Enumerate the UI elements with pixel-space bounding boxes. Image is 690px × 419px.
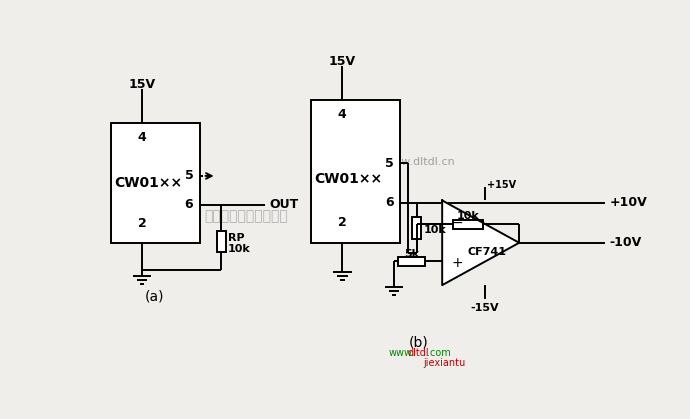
Text: 5k: 5k [404, 249, 419, 259]
Text: 2: 2 [338, 216, 346, 229]
Text: +10V: +10V [609, 197, 647, 210]
Text: (a): (a) [145, 290, 165, 304]
Text: OUT: OUT [269, 198, 298, 211]
Text: -10V: -10V [609, 236, 642, 249]
Polygon shape [442, 200, 519, 285]
Text: RP: RP [228, 233, 245, 243]
Text: 杭州将睷科技有限公司: 杭州将睷科技有限公司 [204, 209, 288, 223]
Text: 10k: 10k [457, 212, 480, 222]
Text: 10k: 10k [424, 225, 446, 235]
Text: CW01××: CW01×× [115, 176, 182, 190]
Text: www.dltdl.cn: www.dltdl.cn [383, 157, 455, 167]
Text: 4: 4 [138, 131, 146, 144]
Bar [453, 220, 482, 229]
Text: 6: 6 [185, 198, 193, 211]
Text: 5: 5 [385, 157, 393, 170]
Text: 10k: 10k [228, 244, 251, 254]
Text: CF741: CF741 [467, 247, 506, 257]
Text: -15V: -15V [470, 303, 499, 313]
Bar [217, 231, 226, 252]
Text: dltdl: dltdl [408, 348, 429, 358]
Text: www.: www. [388, 348, 415, 358]
Text: +15V: +15V [487, 180, 516, 190]
Text: 6: 6 [385, 197, 393, 210]
Text: 15V: 15V [328, 55, 356, 68]
Text: −: − [451, 216, 463, 230]
Text: CW01××: CW01×× [315, 172, 382, 186]
Bar [398, 257, 425, 266]
Text: 5: 5 [185, 169, 193, 182]
Text: 4: 4 [338, 108, 346, 121]
Text: 15V: 15V [128, 78, 156, 91]
Text: (b): (b) [409, 336, 429, 350]
Bar [311, 100, 400, 243]
Bar [412, 217, 422, 239]
Text: .com: .com [427, 348, 451, 358]
Text: +: + [451, 256, 463, 270]
Text: 2: 2 [138, 217, 146, 230]
Bar [111, 124, 199, 243]
Text: jiexiantu: jiexiantu [423, 358, 465, 368]
